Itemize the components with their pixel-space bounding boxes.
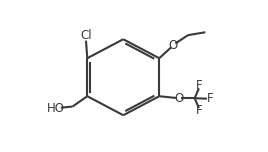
- Text: Cl: Cl: [80, 29, 92, 42]
- Text: F: F: [196, 79, 203, 92]
- Text: O: O: [169, 39, 178, 52]
- Text: F: F: [207, 92, 214, 105]
- Text: HO: HO: [47, 102, 65, 116]
- Text: O: O: [174, 92, 183, 105]
- Text: F: F: [196, 104, 203, 117]
